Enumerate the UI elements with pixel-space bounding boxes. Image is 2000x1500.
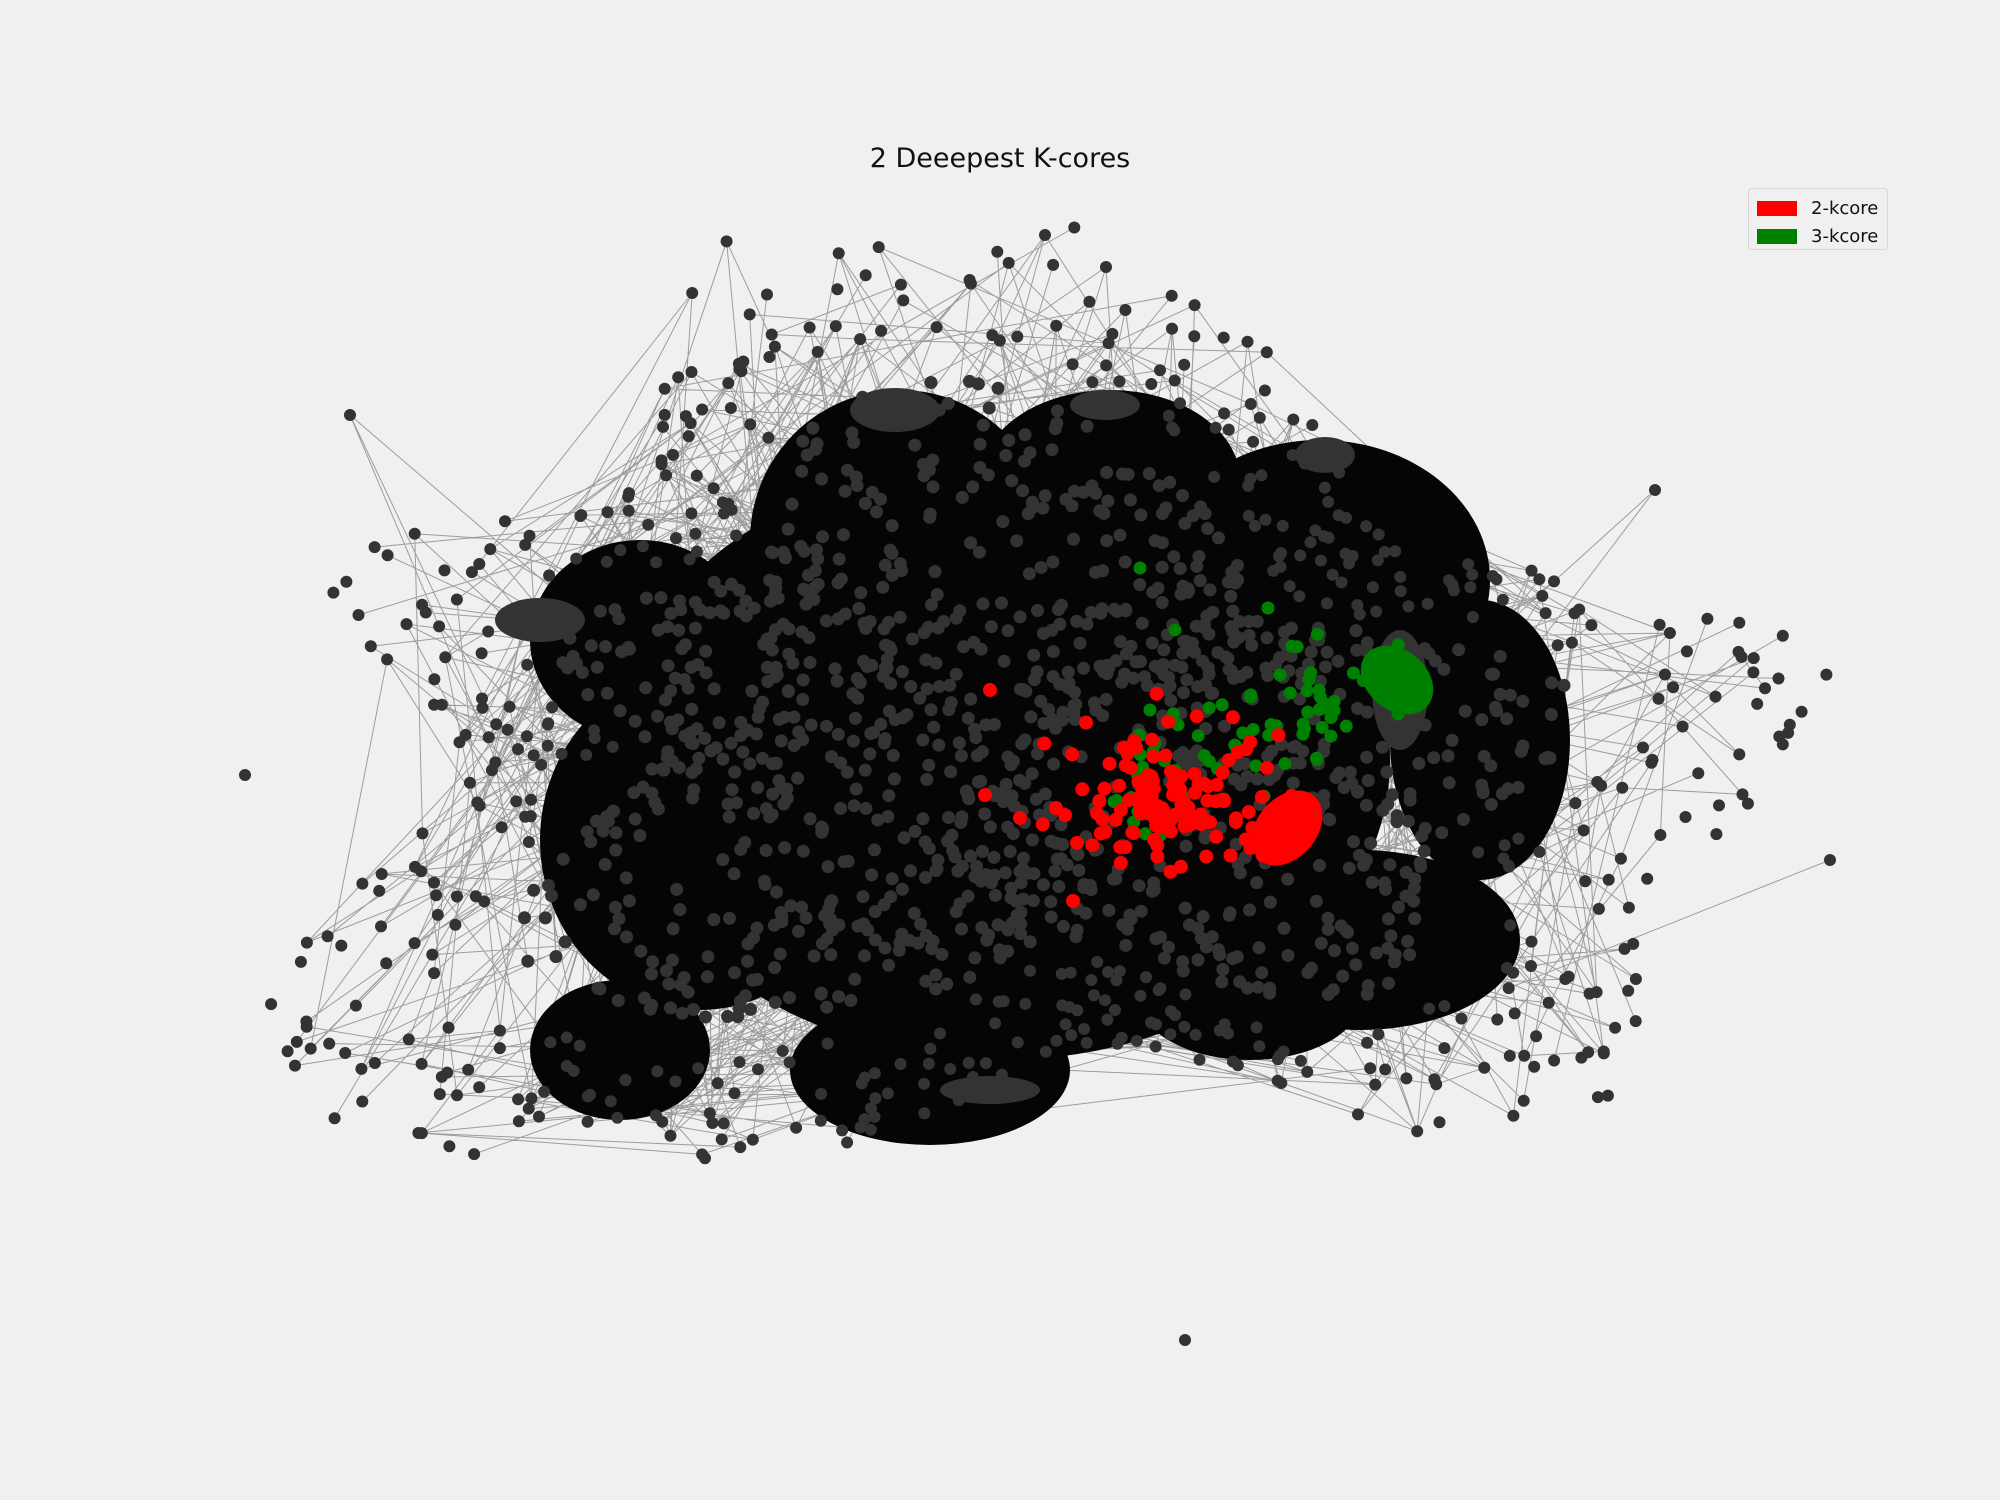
node-cluster: [1070, 390, 1140, 420]
2-kcore-nodes-layer: [978, 683, 1323, 908]
legend: 2-kcore 3-kcore: [1748, 188, 1888, 250]
node-cluster: [850, 388, 940, 432]
dense-core-blob: [530, 980, 710, 1120]
3-kcore-cluster: [1360, 645, 1434, 715]
node-cluster: [1295, 437, 1355, 473]
network-nodes: [239, 221, 1836, 1346]
node-cluster: [940, 1076, 1040, 1104]
dense-core-blob: [530, 540, 750, 740]
dense-core-blob: [1390, 600, 1570, 880]
legend-label: 3-kcore: [1811, 225, 1879, 247]
legend-item-2-kcore: 2-kcore: [1757, 194, 1879, 222]
chart-title: 2 Deeepest K-cores: [869, 143, 1131, 174]
2-kcore-cluster: [1251, 790, 1323, 866]
2-kcore-nodes: [978, 683, 1299, 908]
node-cluster: [495, 598, 585, 642]
legend-swatch-green: [1757, 228, 1797, 244]
nodes-layer: [239, 221, 1836, 1346]
legend-item-3-kcore: 3-kcore: [1757, 222, 1879, 250]
legend-label: 2-kcore: [1811, 197, 1879, 219]
legend-swatch-red: [1757, 200, 1797, 216]
dense-core-blob: [790, 995, 1070, 1145]
